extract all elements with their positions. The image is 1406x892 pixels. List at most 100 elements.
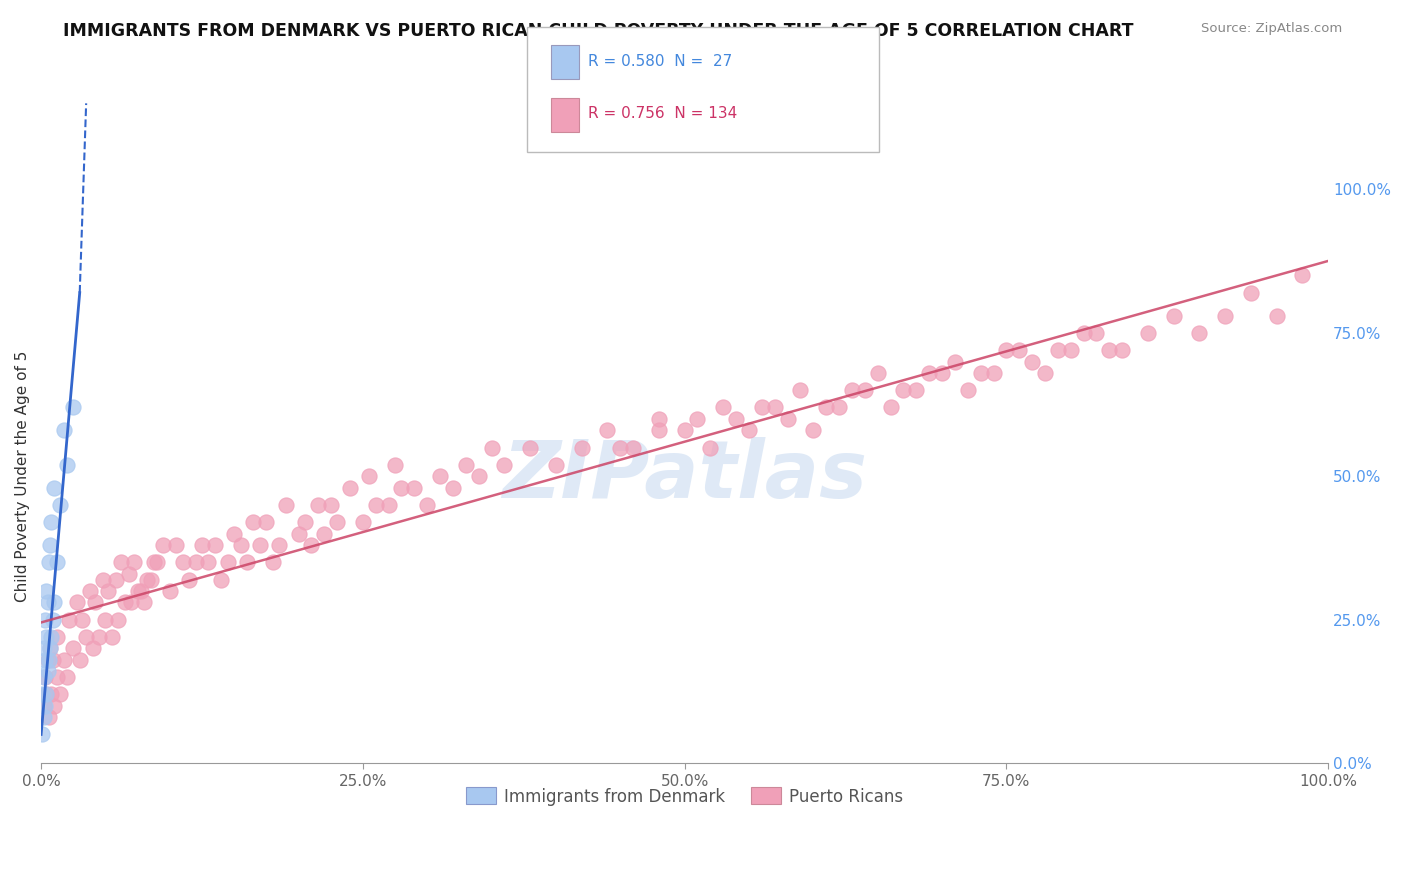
Point bbox=[249, 538, 271, 552]
Point bbox=[110, 555, 132, 569]
Point bbox=[571, 441, 593, 455]
Point bbox=[72, 613, 94, 627]
Point bbox=[146, 555, 169, 569]
Point bbox=[31, 727, 53, 741]
Point bbox=[828, 401, 851, 415]
Point bbox=[179, 573, 201, 587]
Point bbox=[364, 498, 387, 512]
Point bbox=[79, 584, 101, 599]
Point bbox=[62, 641, 84, 656]
Point bbox=[905, 383, 928, 397]
Text: IMMIGRANTS FROM DENMARK VS PUERTO RICAN CHILD POVERTY UNDER THE AGE OF 5 CORRELA: IMMIGRANTS FROM DENMARK VS PUERTO RICAN … bbox=[63, 22, 1133, 40]
Point bbox=[35, 687, 58, 701]
Point bbox=[84, 595, 107, 609]
Point bbox=[725, 412, 748, 426]
Point bbox=[58, 613, 80, 627]
Point bbox=[242, 515, 264, 529]
Point bbox=[815, 401, 838, 415]
Point bbox=[31, 687, 53, 701]
Point bbox=[41, 515, 63, 529]
Point bbox=[763, 401, 786, 415]
Point bbox=[686, 412, 709, 426]
Point bbox=[35, 584, 58, 599]
Point bbox=[209, 573, 232, 587]
Point bbox=[359, 469, 381, 483]
Point bbox=[969, 366, 991, 380]
Point bbox=[1111, 343, 1133, 357]
Point bbox=[931, 366, 953, 380]
Point bbox=[39, 538, 62, 552]
Point bbox=[1060, 343, 1083, 357]
Point bbox=[122, 555, 145, 569]
Point bbox=[1163, 309, 1185, 323]
Point bbox=[45, 630, 67, 644]
Point bbox=[274, 498, 297, 512]
Point bbox=[1085, 326, 1108, 340]
Point bbox=[132, 595, 155, 609]
Point bbox=[117, 566, 139, 581]
Point bbox=[34, 670, 56, 684]
Point bbox=[519, 441, 541, 455]
Y-axis label: Child Poverty Under the Age of 5: Child Poverty Under the Age of 5 bbox=[15, 351, 30, 602]
Point bbox=[648, 412, 671, 426]
Point bbox=[314, 526, 336, 541]
Point bbox=[38, 555, 60, 569]
Point bbox=[384, 458, 406, 472]
Point bbox=[159, 584, 181, 599]
Point bbox=[441, 481, 464, 495]
Point bbox=[41, 653, 63, 667]
Point bbox=[82, 641, 104, 656]
Point bbox=[841, 383, 863, 397]
Point bbox=[75, 630, 97, 644]
Point bbox=[114, 595, 136, 609]
Point bbox=[152, 538, 174, 552]
Point bbox=[45, 555, 67, 569]
Point bbox=[648, 423, 671, 437]
Point bbox=[269, 538, 291, 552]
Point bbox=[294, 515, 316, 529]
Point bbox=[1240, 285, 1263, 300]
Point bbox=[42, 481, 65, 495]
Point bbox=[32, 710, 55, 724]
Point bbox=[326, 515, 349, 529]
Point bbox=[41, 630, 63, 644]
Point bbox=[69, 653, 91, 667]
Text: Source: ZipAtlas.com: Source: ZipAtlas.com bbox=[1202, 22, 1343, 36]
Point bbox=[699, 441, 721, 455]
Point bbox=[34, 653, 56, 667]
Point bbox=[87, 630, 110, 644]
Point bbox=[204, 538, 226, 552]
Point bbox=[35, 630, 58, 644]
Point bbox=[943, 354, 966, 368]
Point bbox=[801, 423, 824, 437]
Point bbox=[609, 441, 631, 455]
Point bbox=[42, 595, 65, 609]
Point bbox=[42, 698, 65, 713]
Point bbox=[1046, 343, 1069, 357]
Point bbox=[377, 498, 399, 512]
Point bbox=[143, 555, 166, 569]
Point bbox=[94, 613, 117, 627]
Point bbox=[1213, 309, 1236, 323]
Point bbox=[789, 383, 811, 397]
Point bbox=[918, 366, 941, 380]
Point bbox=[494, 458, 516, 472]
Point bbox=[53, 653, 76, 667]
Point bbox=[776, 412, 799, 426]
Point bbox=[165, 538, 187, 552]
Point bbox=[184, 555, 207, 569]
Point bbox=[37, 653, 59, 667]
Point bbox=[217, 555, 239, 569]
Point bbox=[1021, 354, 1043, 368]
Point bbox=[1033, 366, 1056, 380]
Point bbox=[352, 515, 374, 529]
Point bbox=[41, 687, 63, 701]
Point bbox=[135, 573, 157, 587]
Point bbox=[131, 584, 153, 599]
Point bbox=[53, 423, 76, 437]
Point bbox=[339, 481, 361, 495]
Point bbox=[101, 630, 124, 644]
Point bbox=[1098, 343, 1121, 357]
Point bbox=[596, 423, 619, 437]
Point bbox=[127, 584, 149, 599]
